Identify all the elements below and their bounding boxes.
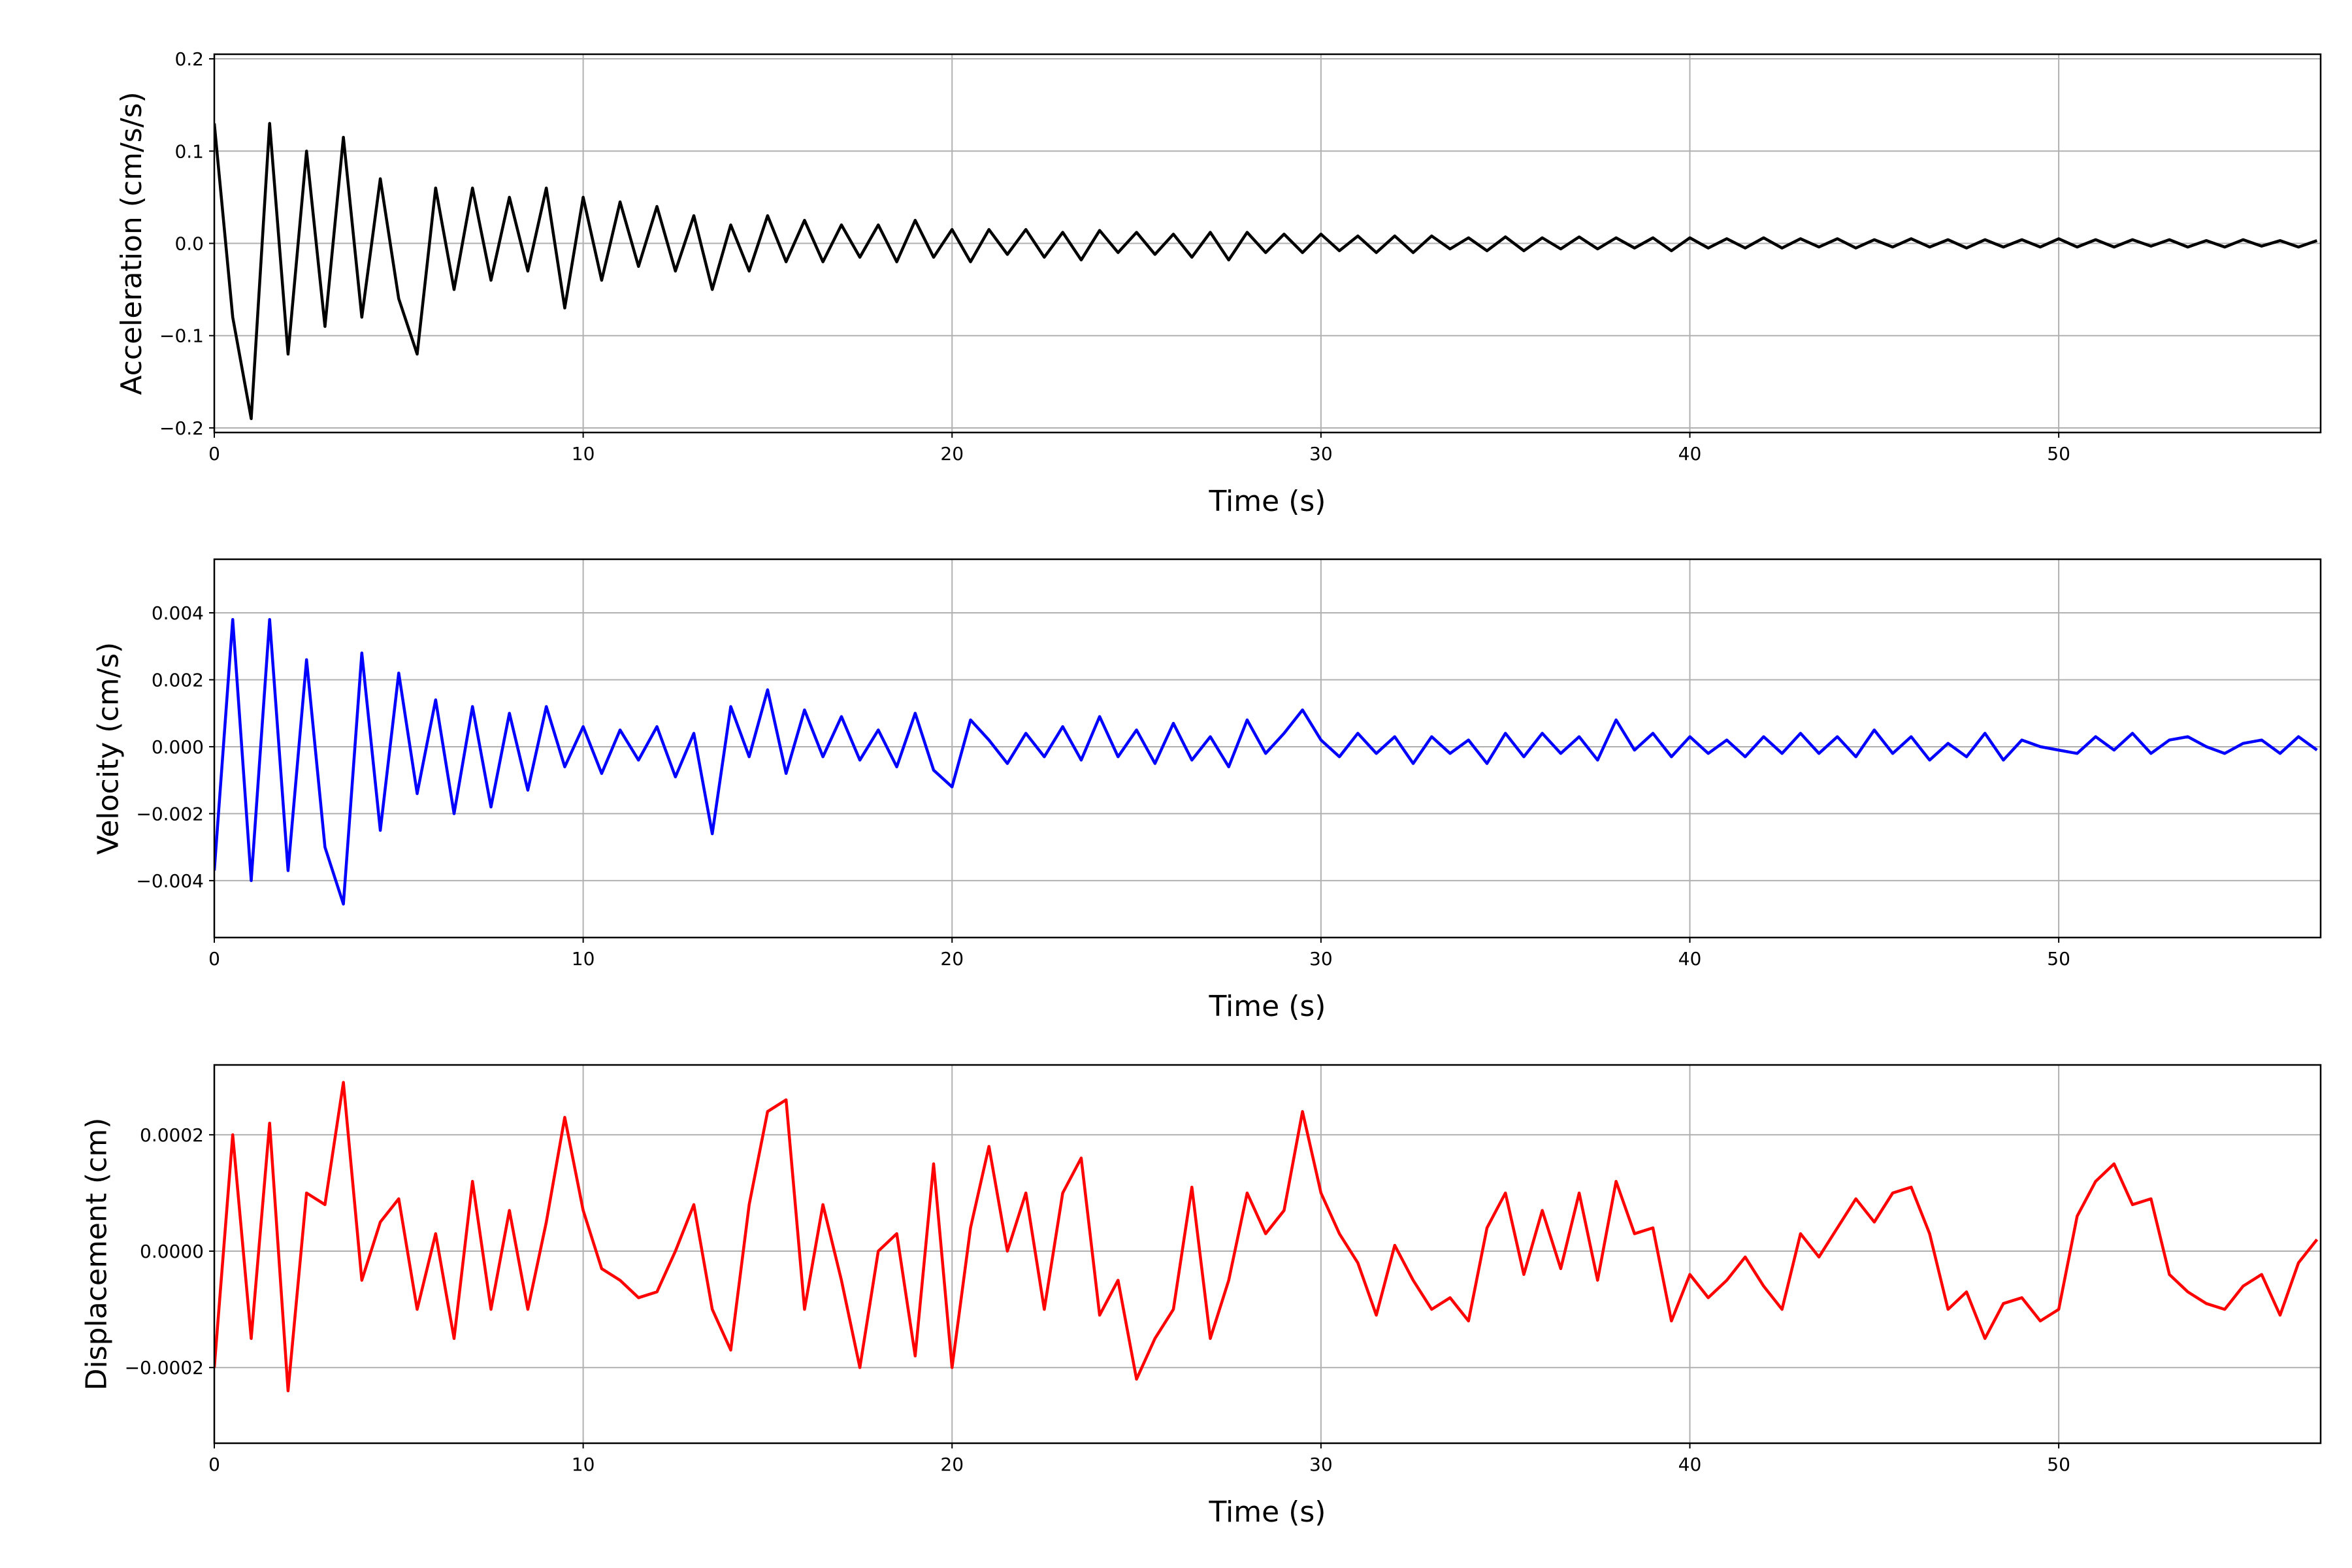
x-tick-label: 0 [208,948,220,970]
data-line [214,617,2318,906]
x-axis-label: Time (s) [1209,485,1326,518]
y-tick-label: −0.002 [136,803,204,825]
y-axis-label: Velocity (cm/s) [91,642,125,855]
y-axis-label: Acceleration (cm/s/s) [115,91,148,395]
x-tick-label: 30 [1309,1454,1333,1475]
x-tick-label: 0 [208,1454,220,1475]
x-tick-label: 50 [2047,1454,2070,1475]
data-line [214,1081,2319,1393]
x-tick-label: 30 [1309,443,1333,465]
y-tick-label: 0.004 [152,602,204,624]
y-tick-label: 0.000 [152,736,204,758]
y-tick-label: 0.0002 [140,1124,204,1146]
x-tick-label: 50 [2047,443,2070,465]
y-tick-label: −0.2 [159,417,204,439]
x-tick-label: 20 [940,948,964,970]
y-tick-label: 0.002 [152,669,204,691]
x-tick-label: 40 [1678,443,1702,465]
axes-frame [213,1064,2322,1445]
x-tick-label: 20 [940,443,964,465]
y-axis-label: Displacement (cm) [80,1118,114,1391]
x-axis-label: Time (s) [1209,990,1326,1023]
y-tick-label: 0.0 [174,233,204,255]
x-tick-label: 10 [572,948,595,970]
x-tick-label: 10 [572,1454,595,1475]
y-tick-label: 0.2 [174,48,204,70]
y-tick-label: 0.1 [174,140,204,162]
x-tick-label: 50 [2047,948,2070,970]
x-tick-label: 20 [940,1454,964,1475]
y-tick-label: −0.0002 [125,1357,204,1379]
axes-frame [213,53,2322,434]
x-tick-label: 30 [1309,948,1333,970]
x-axis-label: Time (s) [1209,1495,1326,1529]
x-tick-label: 0 [208,443,220,465]
x-tick-label: 40 [1678,948,1702,970]
x-tick-label: 10 [572,443,595,465]
data-line [214,122,2318,421]
y-tick-label: −0.1 [159,325,204,347]
axes-frame [213,558,2322,939]
x-tick-label: 40 [1678,1454,1702,1475]
y-tick-label: −0.004 [136,870,204,892]
y-tick-label: 0.0000 [140,1241,204,1262]
